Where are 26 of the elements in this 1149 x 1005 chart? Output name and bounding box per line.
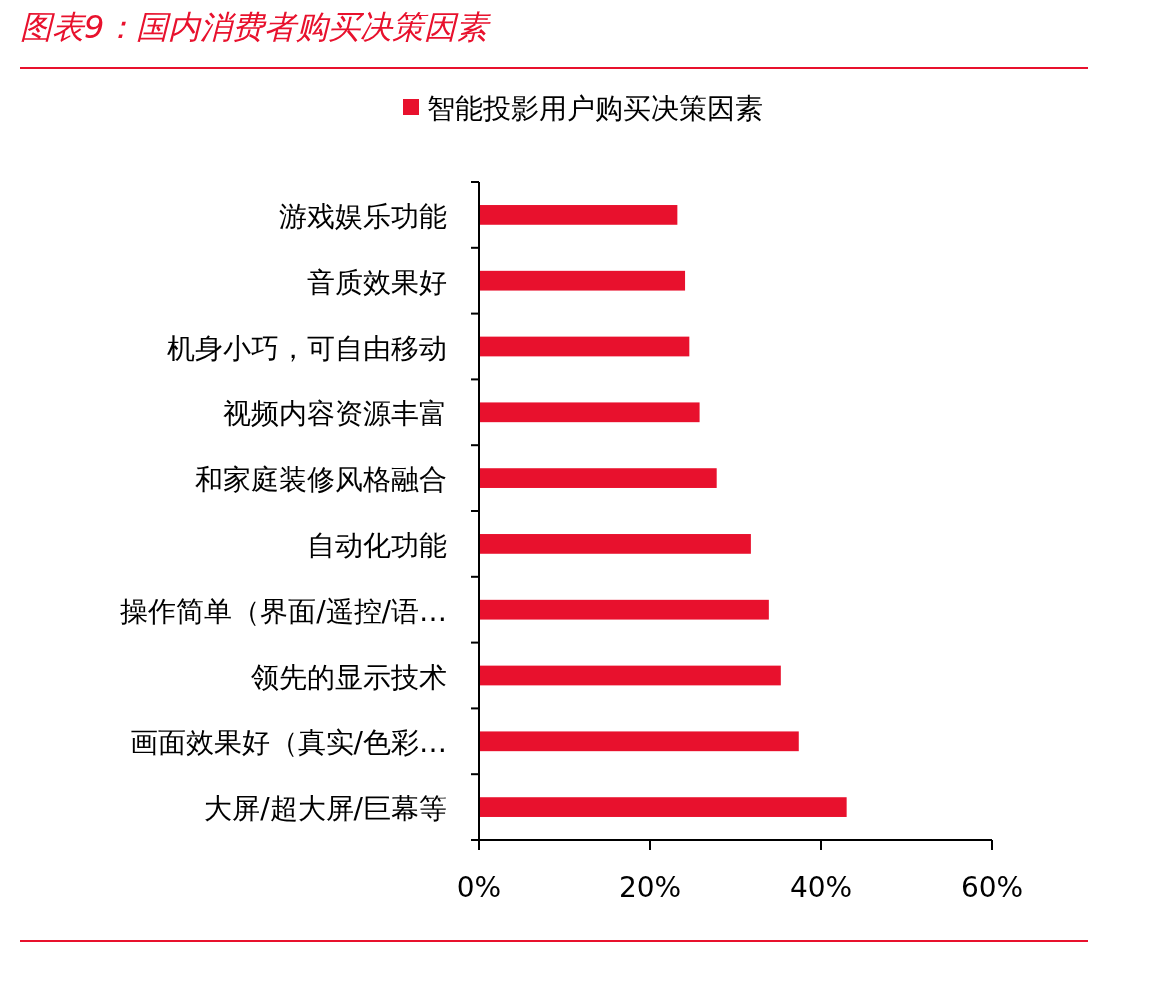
y-tick-label: 音质效果好 [307, 265, 447, 299]
bar [479, 336, 690, 357]
y-tick-label: 大屏/超大屏/巨幕等 [204, 792, 447, 826]
y-tick-label: 自动化功能 [307, 528, 447, 562]
y-tick-label: 视频内容资源丰富 [223, 397, 447, 431]
y-tick-label: 和家庭装修风格融合 [195, 463, 447, 497]
bar [479, 599, 769, 620]
x-tick-label: 20% [618, 871, 682, 904]
bar [479, 797, 847, 817]
bar [479, 731, 799, 752]
y-tick-label: 机身小巧，可自由移动 [167, 331, 447, 365]
x-tick-label: 60% [960, 871, 1024, 904]
bar [479, 468, 717, 488]
bar [479, 534, 751, 554]
legend-label: 智能投影用户购买决策因素 [427, 92, 763, 125]
bar [479, 402, 700, 423]
x-tick-label: 40% [789, 871, 853, 904]
y-tick-label: 游戏娱乐功能 [279, 199, 447, 233]
y-tick-label: 操作简单（界面/遥控/语… [120, 594, 447, 628]
bar [479, 270, 686, 291]
chart-title: 图表9：国内消费者购买决策因素 [20, 8, 492, 46]
bar [479, 665, 781, 686]
y-tick-label: 领先的显示技术 [251, 660, 447, 694]
y-tick-label: 画面效果好（真实/色彩… [129, 726, 447, 760]
bar [479, 205, 678, 225]
x-tick-label: 0% [456, 871, 502, 904]
